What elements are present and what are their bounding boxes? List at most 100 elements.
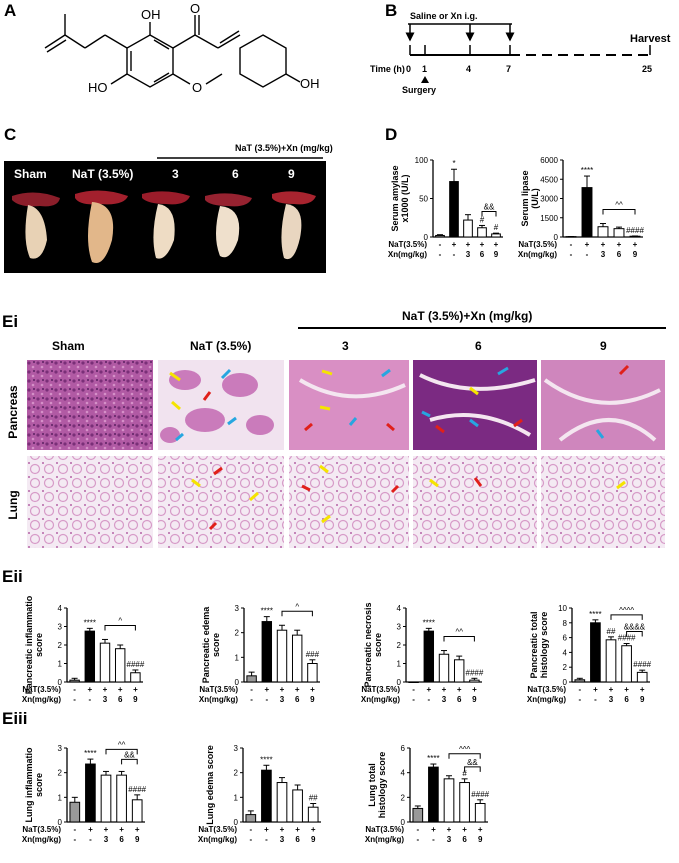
bar: [474, 803, 486, 823]
group-row1-label: NaT(3.5%): [22, 685, 61, 694]
group-row2-value: 6: [617, 250, 622, 259]
y-axis-label: histology score: [377, 752, 387, 819]
group-row1-label: NaT(3.5%): [518, 240, 557, 249]
group-row2-value: 6: [295, 835, 300, 844]
group-row1-value: +: [609, 685, 614, 694]
chemical-atom-labels: OH O O HO OH: [88, 1, 320, 95]
significance-mark: *: [452, 159, 455, 168]
bar: [463, 219, 473, 238]
group-row1-value: -: [570, 240, 573, 249]
significance-mark: ****: [427, 754, 439, 763]
gross-photo-panel: NaT (3.5%)+Xn (mg/kg) Sham NaT (3.5%) 3 …: [4, 143, 333, 273]
group-row2-label: Xn(mg/kg): [199, 695, 238, 704]
group-row2-label: Xn(mg/kg): [527, 695, 566, 704]
tissue-specimens: [12, 190, 316, 264]
group-row2-value: 9: [494, 250, 499, 259]
y-axis-label: Lung inflammatio: [24, 747, 34, 822]
group-row2-value: -: [265, 695, 268, 704]
y-tick-label: 0: [58, 818, 63, 827]
y-tick-label: 0: [397, 678, 402, 687]
group-row1-value: +: [295, 825, 300, 834]
group-row2-label: Xn(mg/kg): [365, 835, 404, 844]
svg-text:OH: OH: [141, 7, 161, 22]
group-row2-value: 3: [103, 695, 108, 704]
group-row2-value: 3: [280, 695, 285, 704]
y-tick-label: 4: [401, 769, 406, 778]
y-tick-label: 4500: [540, 175, 558, 184]
y-tick-label: 4: [397, 604, 402, 613]
significance-mark: ####: [128, 785, 146, 794]
significance-mark: #: [494, 223, 499, 232]
photo-label-3: 3: [172, 167, 179, 181]
y-tick-label: 10: [558, 604, 567, 613]
group-row1-value: +: [118, 685, 123, 694]
time-tick: 25: [642, 64, 652, 74]
significance-bracket: [281, 610, 313, 617]
y-axis-label: Serum lipase: [520, 170, 530, 226]
group-row1-value: +: [585, 240, 590, 249]
svg-text:O: O: [192, 80, 202, 95]
group-row1-value: +: [472, 685, 477, 694]
group-row2-value: 3: [447, 835, 452, 844]
significance-bracket: [464, 766, 481, 772]
group-row1-label: NaT(3.5%): [388, 240, 427, 249]
group-row2-value: -: [73, 835, 76, 844]
group-row2-value: -: [89, 835, 92, 844]
group-row2-value: -: [88, 695, 91, 704]
group-row1-value: +: [133, 685, 138, 694]
y-tick-label: 3000: [540, 195, 558, 204]
group-row1-label: NaT(3.5%): [22, 825, 61, 834]
y-axis-label: score: [373, 633, 383, 657]
group-row2-value: 3: [609, 695, 614, 704]
histology-col-6: 6: [475, 339, 482, 353]
bar: [276, 782, 288, 823]
y-tick-label: 0: [563, 678, 568, 687]
group-row1-value: +: [280, 685, 285, 694]
y-tick-label: 2: [235, 629, 240, 638]
photo-label-9: 9: [288, 167, 295, 181]
group-row1-label: NaT(3.5%): [527, 685, 566, 694]
group-row2-value: -: [249, 835, 252, 844]
bracket-label: &&&&: [624, 623, 646, 632]
group-row1-value: +: [87, 685, 92, 694]
histology-col-9: 9: [600, 339, 607, 353]
group-row2-value: 6: [480, 250, 485, 259]
histology-row-pancreas: Pancreas: [6, 385, 20, 439]
y-axis-label: score: [211, 633, 221, 657]
group-row2-label: Xn(mg/kg): [198, 835, 237, 844]
group-row1-value: +: [103, 685, 108, 694]
bar: [412, 807, 424, 823]
photo-label-6: 6: [232, 167, 239, 181]
bar: [459, 782, 470, 823]
significance-mark: ####: [626, 226, 644, 235]
group-row1-value: +: [264, 685, 269, 694]
group-row1-value: +: [135, 825, 140, 834]
y-tick-label: 6: [563, 634, 568, 643]
bar: [261, 769, 272, 823]
bar: [636, 671, 648, 683]
group-row1-value: -: [73, 825, 76, 834]
group-row2-value: -: [570, 250, 573, 259]
y-tick-label: 1: [58, 660, 63, 669]
group-row1-value: +: [119, 825, 124, 834]
bar: [435, 234, 445, 238]
significance-mark: #: [462, 769, 467, 778]
group-row1-value: -: [578, 685, 581, 694]
y-tick-label: 6: [401, 744, 406, 753]
time-tick: 7: [506, 64, 511, 74]
group-row2-value: 9: [640, 695, 645, 704]
group-row2-value: -: [453, 250, 456, 259]
bar: [131, 799, 143, 823]
group-row1-value: +: [310, 685, 315, 694]
panel-c-group-header: NaT (3.5%)+Xn (mg/kg): [235, 143, 333, 153]
group-row1-label: NaT(3.5%): [198, 825, 237, 834]
significance-bracket: [626, 631, 643, 637]
bar: [581, 187, 593, 238]
y-axis-label: score: [34, 633, 44, 657]
bar: [130, 672, 141, 683]
